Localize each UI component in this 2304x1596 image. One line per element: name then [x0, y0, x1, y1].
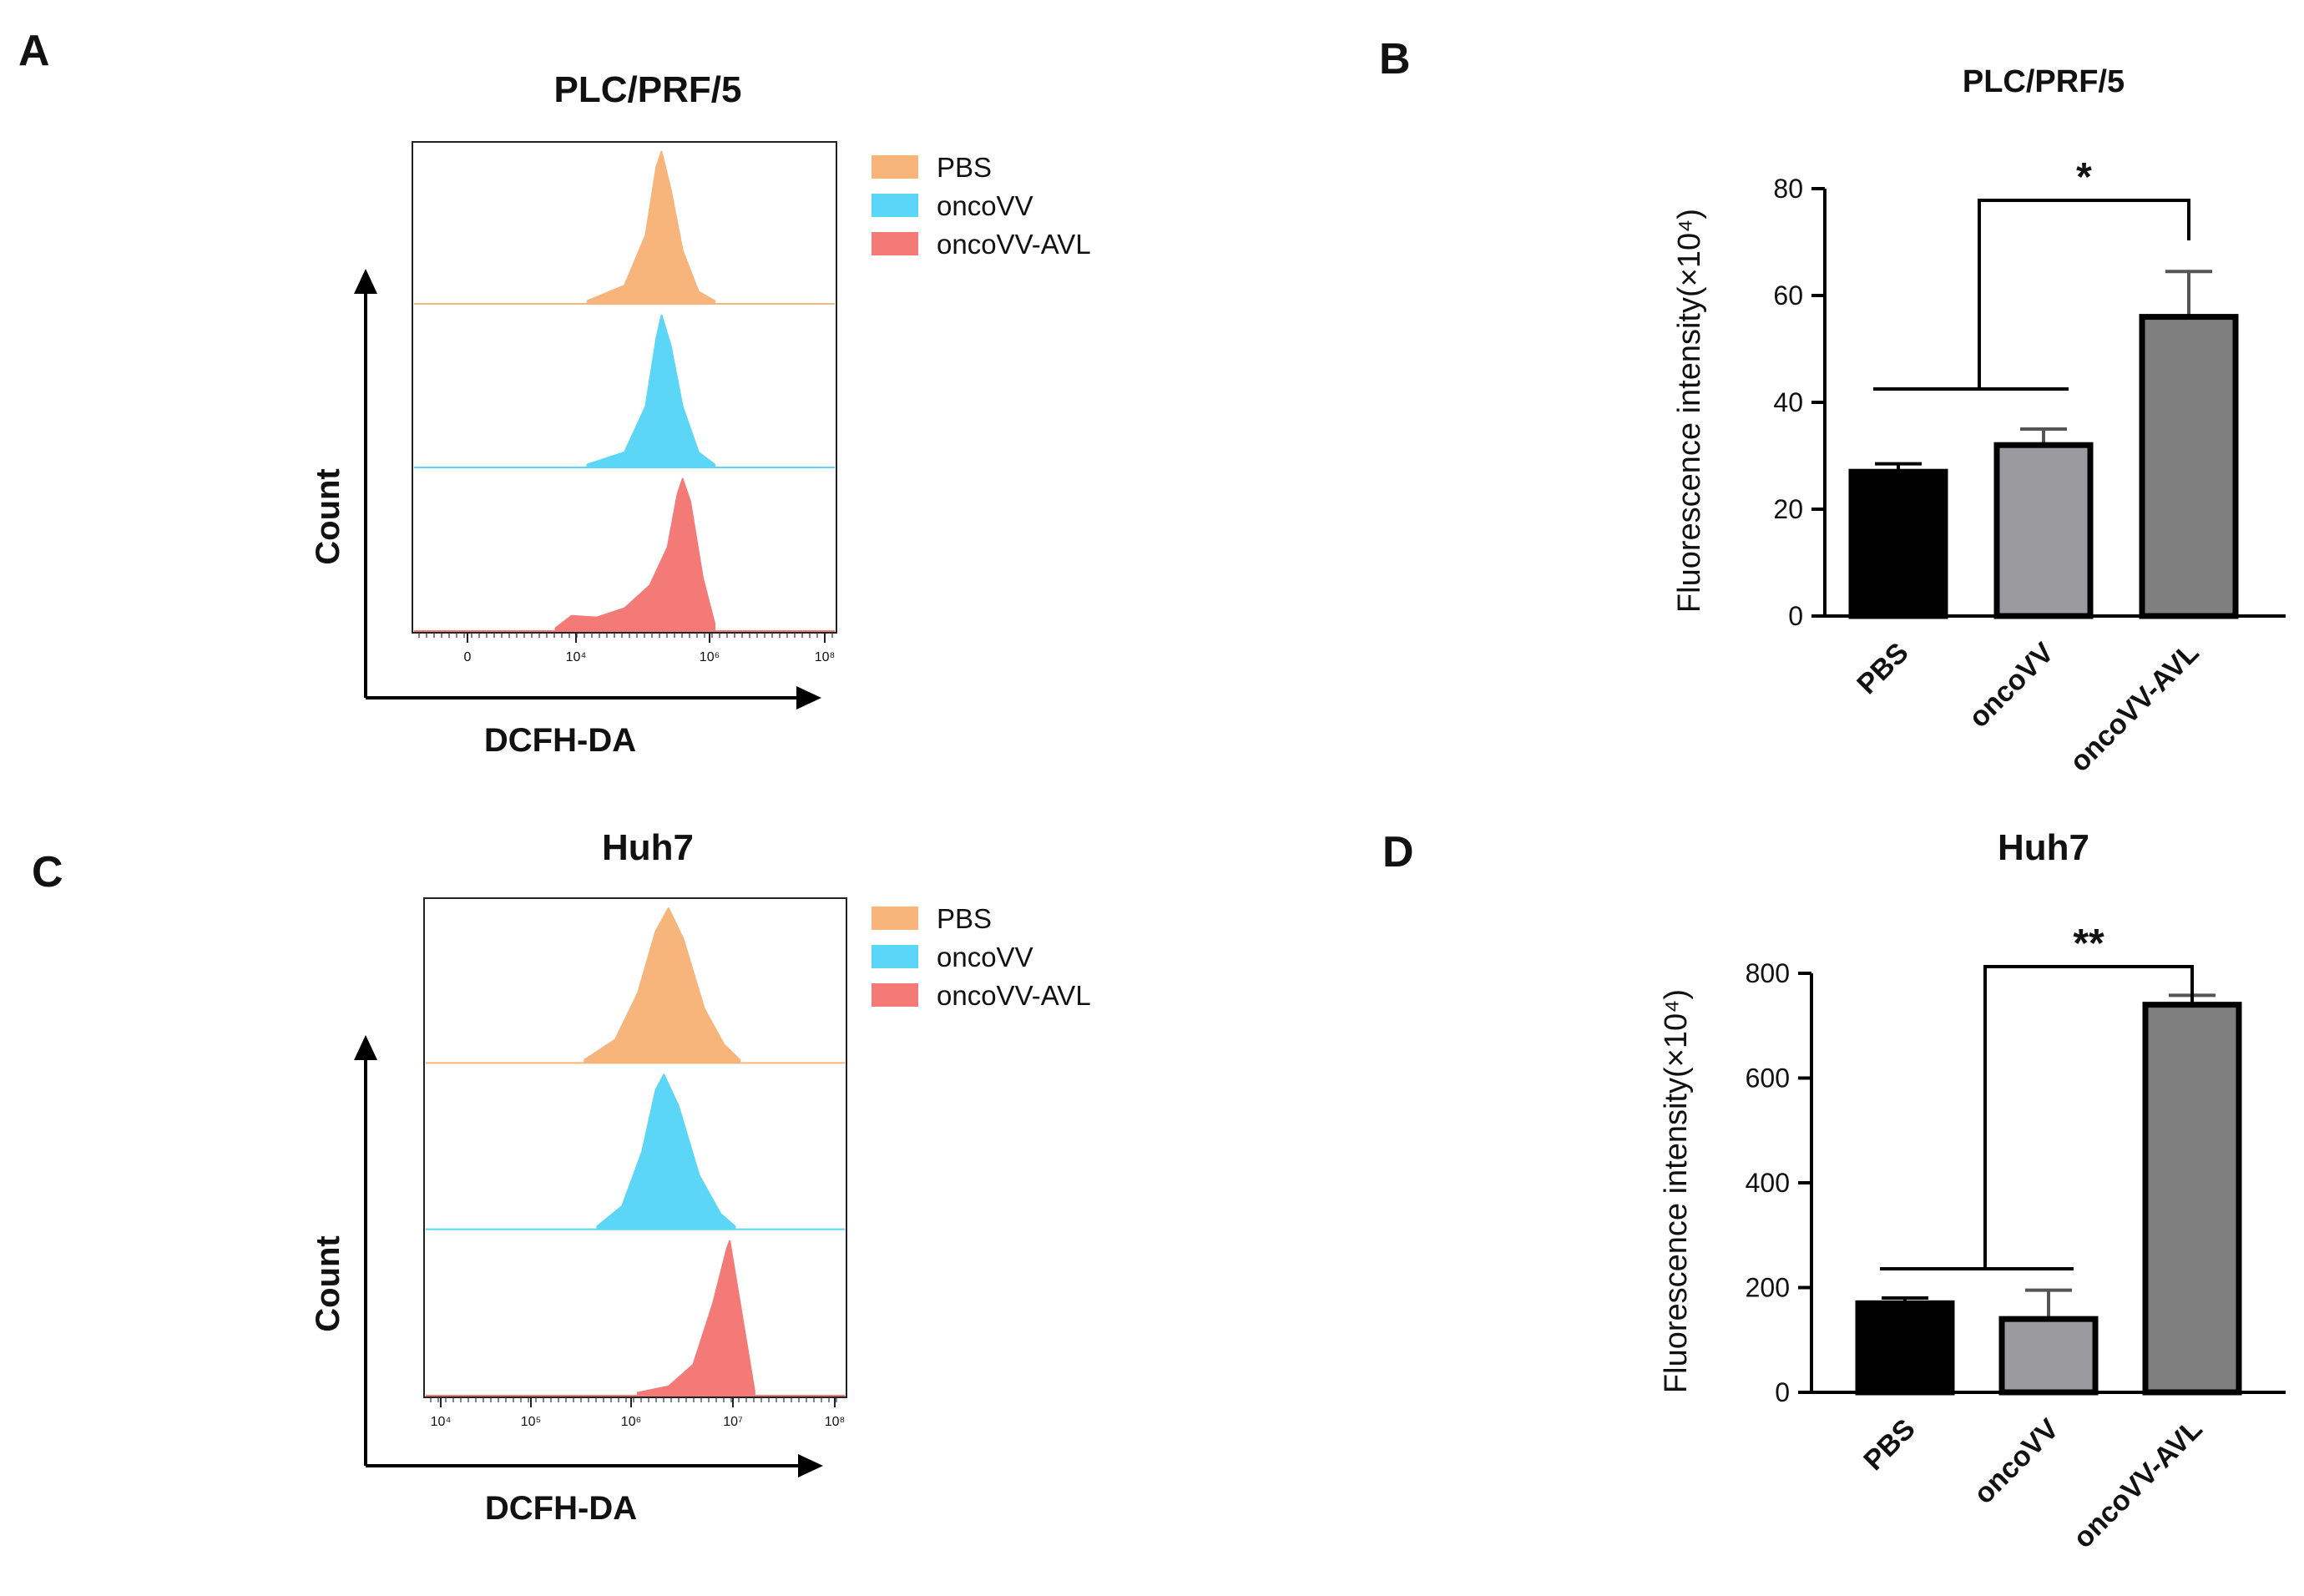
histogram-series-pbs — [584, 907, 740, 1064]
title-d: Huh7 — [1998, 827, 2089, 868]
y-tick-label: 80 — [1773, 174, 1803, 204]
panel-label-c: C — [32, 848, 63, 896]
panel-label-a: A — [18, 27, 50, 75]
significance-label: * — [2076, 155, 2092, 200]
panel-label-b: B — [1379, 35, 1411, 83]
x-category-label: PBS — [1851, 637, 1914, 700]
y-tick-label: 20 — [1773, 494, 1803, 524]
comparison-bracket — [1978, 199, 2190, 389]
x-category-label: oncoVV — [1963, 637, 2060, 735]
y-axis-arrowhead — [354, 1035, 377, 1060]
bar-oncovv-avl — [2139, 314, 2239, 619]
x-tick-label: 10⁵ — [521, 1415, 541, 1429]
histogram-series-pbs — [586, 150, 715, 305]
y-tick-label: 400 — [1746, 1168, 1790, 1198]
y-axis-label: Fluorescence intensity(×10⁴) — [1659, 989, 1694, 1393]
x-tick-label: 0 — [464, 650, 472, 664]
x-category-label: PBS — [1857, 1413, 1921, 1477]
legend-swatch-oncovv-avl — [872, 983, 918, 1007]
y-axis-label: Count — [310, 468, 346, 565]
x-tick-label: 10⁷ — [723, 1415, 743, 1429]
x-category-label: oncoVV-AVL — [2064, 637, 2205, 778]
legend-label-oncovv-avl: oncoVV-AVL — [937, 229, 1091, 260]
x-axis-arrowhead — [796, 686, 821, 710]
histogram-frame — [423, 897, 847, 1398]
x-tick-label: 10⁸ — [825, 1415, 846, 1429]
histogram-series-oncovv-avl — [554, 477, 715, 632]
title-a: PLC/PRF/5 — [554, 69, 742, 110]
histogram-series-oncovv — [596, 1073, 736, 1230]
histogram-series-oncovv — [586, 314, 715, 468]
y-tick-label: 40 — [1773, 387, 1803, 417]
x-category-label: oncoVV — [1968, 1413, 2065, 1511]
y-axis-label: Count — [310, 1235, 346, 1332]
significance-label: ** — [2073, 922, 2104, 966]
bar-pbs — [1848, 468, 1948, 619]
bar-pbs — [1855, 1300, 1955, 1396]
panel-label-d: D — [1382, 828, 1414, 876]
legend-label-oncovv: oncoVV — [937, 190, 1033, 221]
title-b: PLC/PRF/5 — [1963, 64, 2125, 99]
y-tick-label: 600 — [1746, 1063, 1790, 1093]
bar-oncovv-avl — [2142, 1002, 2242, 1396]
x-tick-label: 10⁸ — [815, 650, 836, 664]
comparison-bracket — [1983, 965, 2194, 1269]
legend-swatch-oncovv-avl — [872, 232, 918, 255]
histogram-panel-a: 0 10⁴ 10⁶ 10⁸ DCFH-DA Count PBS oncoVV oncoVV-AV… — [310, 141, 1091, 759]
histogram-panel-c: 10⁴ 10⁵ 10⁶ 10⁷ 10⁸ DCFH-DA Count PBS oncoVV onco… — [310, 897, 1091, 1527]
legend-swatch-pbs — [872, 907, 918, 930]
legend-label-pbs: PBS — [937, 903, 992, 934]
x-axis-label: DCFH-DA — [484, 722, 636, 759]
y-tick-label: 800 — [1746, 958, 1790, 988]
legend-label-pbs: PBS — [937, 152, 992, 183]
legend-swatch-pbs — [872, 155, 918, 179]
x-axis-label: DCFH-DA — [485, 1490, 637, 1527]
bar-oncovv — [1993, 442, 2094, 619]
legend-label-oncovv: oncoVV — [937, 942, 1033, 972]
title-c: Huh7 — [602, 827, 694, 868]
y-tick-label: 60 — [1773, 280, 1803, 311]
x-category-label: oncoVV-AVL — [2067, 1413, 2208, 1554]
y-tick-label: 200 — [1746, 1273, 1790, 1303]
histogram-series-oncovv-avl — [637, 1240, 755, 1396]
legend-label-oncovv-avl: oncoVV-AVL — [937, 980, 1091, 1011]
bar-chart-panel-d: 0 200 400 600 800 Fluorescence intensity(×10⁴… — [1659, 922, 2286, 1554]
legend-swatch-oncovv — [872, 945, 918, 968]
x-tick-label: 10⁶ — [621, 1415, 641, 1429]
y-tick-label: 0 — [1775, 1377, 1790, 1407]
x-tick-label: 10⁴ — [431, 1415, 452, 1429]
x-axis-arrowhead — [798, 1454, 823, 1477]
y-axis-arrowhead — [354, 269, 377, 294]
x-tick-label: 10⁴ — [566, 650, 587, 664]
bar-chart-panel-b: 0 20 40 60 80 Fluorescence intensity(×10⁴) PBS… — [1672, 155, 2286, 778]
legend-swatch-oncovv — [872, 194, 918, 217]
x-tick-label: 10⁶ — [700, 650, 720, 664]
bar-oncovv — [1998, 1316, 2099, 1396]
y-tick-label: 0 — [1788, 601, 1803, 631]
histogram-frame — [412, 141, 837, 634]
y-axis-label: Fluorescence intensity(×10⁴) — [1672, 209, 1707, 613]
